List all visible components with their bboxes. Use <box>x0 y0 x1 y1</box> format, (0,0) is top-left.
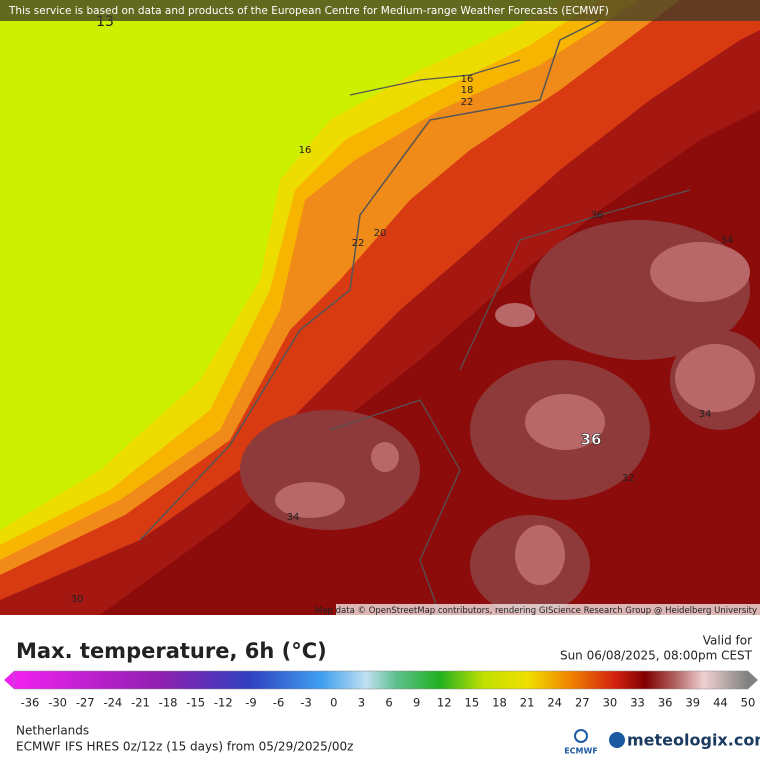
colorbar-tick-label: -3 <box>300 696 311 710</box>
brand-icon <box>609 732 625 748</box>
ecmwf-logo: ECMWF <box>564 747 598 756</box>
colorbar-tick-label: -15 <box>186 696 205 710</box>
contour-label: 34 <box>721 235 734 246</box>
valid-label: Valid for <box>703 634 752 648</box>
temperature-field <box>0 0 760 616</box>
colorbar-tick-label: 12 <box>437 696 452 710</box>
contour-label: 20 <box>374 228 387 239</box>
colorbar-tick-label: 44 <box>713 696 728 710</box>
colorbar-tick-label: -21 <box>131 696 150 710</box>
contour-label: 22 <box>352 238 365 249</box>
colorbar-tick-label: -18 <box>159 696 178 710</box>
attribution-bg <box>336 604 760 616</box>
brand: meteologix.com <box>627 731 760 750</box>
colorbar-tick-label: -12 <box>214 696 233 710</box>
colorbar-tick-label: 50 <box>741 696 756 710</box>
banner-text: This service is based on data and produc… <box>8 5 609 17</box>
model-info: ECMWF IFS HRES 0z/12z (15 days) from 05/… <box>16 740 353 754</box>
colorbar-tick-label: 0 <box>330 696 337 710</box>
colorbar-tick-label: 27 <box>575 696 590 710</box>
contour-label: 18 <box>461 85 474 96</box>
colorbar-tick-label: 21 <box>520 696 535 710</box>
contour-label: 34 <box>287 512 300 523</box>
contour-label: 32 <box>622 473 635 484</box>
colorbar-tick-label: 36 <box>658 696 673 710</box>
colorbar-tick-label: 39 <box>685 696 700 710</box>
contour-labels: 13 16 18 22 16 22 20 36 34 34 36 32 34 3… <box>71 14 734 605</box>
contour-label: 36 <box>581 431 602 449</box>
colorbar-tick-label: -36 <box>21 696 40 710</box>
contour-label: 16 <box>299 145 312 156</box>
colorbar-tick-label: 30 <box>603 696 618 710</box>
chart-title: Max. temperature, 6h (°C) <box>16 639 327 663</box>
colorbar-tick-label: 33 <box>630 696 645 710</box>
colorbar-tick-label: 24 <box>547 696 562 710</box>
colorbar-tick-label: -27 <box>76 696 95 710</box>
colorbar-tick-label: 15 <box>465 696 480 710</box>
ecmwf-icon <box>574 729 588 743</box>
colorbar-tick-label: 3 <box>358 696 365 710</box>
contour-label: 36 <box>591 210 604 221</box>
colorbar-ticks: -36 -30 -27 -24 -21 -18 -15 -12 -9 -6 -3 0 3 6 9 12 15 18… <box>21 696 756 710</box>
contour-label: 30 <box>71 594 84 605</box>
colorbar-tick-label: 18 <box>492 696 507 710</box>
banner-bg <box>0 0 760 21</box>
colorbar <box>4 670 758 690</box>
colorbar-tick-label: 6 <box>385 696 392 710</box>
contour-label: 34 <box>699 409 712 420</box>
colorbar-tick-label: -30 <box>48 696 67 710</box>
contour-label: 22 <box>461 97 474 108</box>
valid-time: Sun 06/08/2025, 08:00pm CEST <box>560 649 753 663</box>
colorbar-tick-label: -9 <box>245 696 256 710</box>
contour-label: 16 <box>461 74 474 85</box>
colorbar-tick-label: 9 <box>413 696 420 710</box>
colorbar-tick-label: -6 <box>273 696 284 710</box>
region: Netherlands <box>16 724 89 738</box>
colorbar-tick-label: -24 <box>103 696 122 710</box>
attribution: Map data © OpenStreetMap contributors, r… <box>315 606 757 616</box>
